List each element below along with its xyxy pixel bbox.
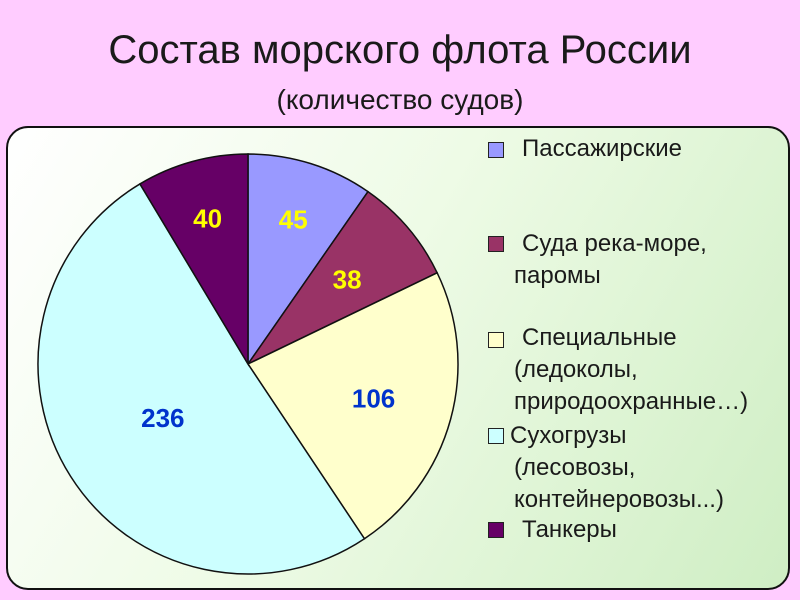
pie-slices (37, 153, 459, 575)
data-label-dry-cargo: 236 (141, 403, 184, 433)
pie-data-labels: 45 38 106 236 40 (141, 203, 395, 433)
legend-label-river-sea: Суда река-море, паромы (514, 230, 707, 289)
legend-swatch-passenger (488, 142, 504, 158)
legend-swatch-dry-cargo (488, 428, 504, 444)
slice-river-sea (245, 190, 439, 366)
legend-swatch-tankers (488, 522, 504, 538)
slice-dry-cargo (37, 182, 366, 575)
legend-label-special: Специальные (ледоколы, природоохранные…) (514, 324, 749, 415)
legend-label-passenger: Пассажирские (522, 135, 683, 162)
data-label-tankers: 40 (193, 203, 222, 233)
slice-passenger (247, 153, 370, 367)
slice-tankers (138, 153, 249, 367)
chart-subtitle: (количество судов) (276, 84, 524, 115)
data-label-passenger: 45 (279, 205, 308, 235)
legend-swatch-special (488, 332, 504, 348)
chart-title: Состав морского флота России (108, 28, 692, 72)
data-label-river-sea: 38 (333, 265, 362, 295)
legend-label-dry-cargo: Сухогрузы (лесовозы, контейнеровозы...) (510, 422, 724, 513)
slice-special (246, 271, 459, 540)
legend-swatch-river-sea (488, 236, 504, 252)
data-label-special: 106 (352, 383, 395, 413)
legend-label-tankers: Танкеры (522, 516, 617, 543)
